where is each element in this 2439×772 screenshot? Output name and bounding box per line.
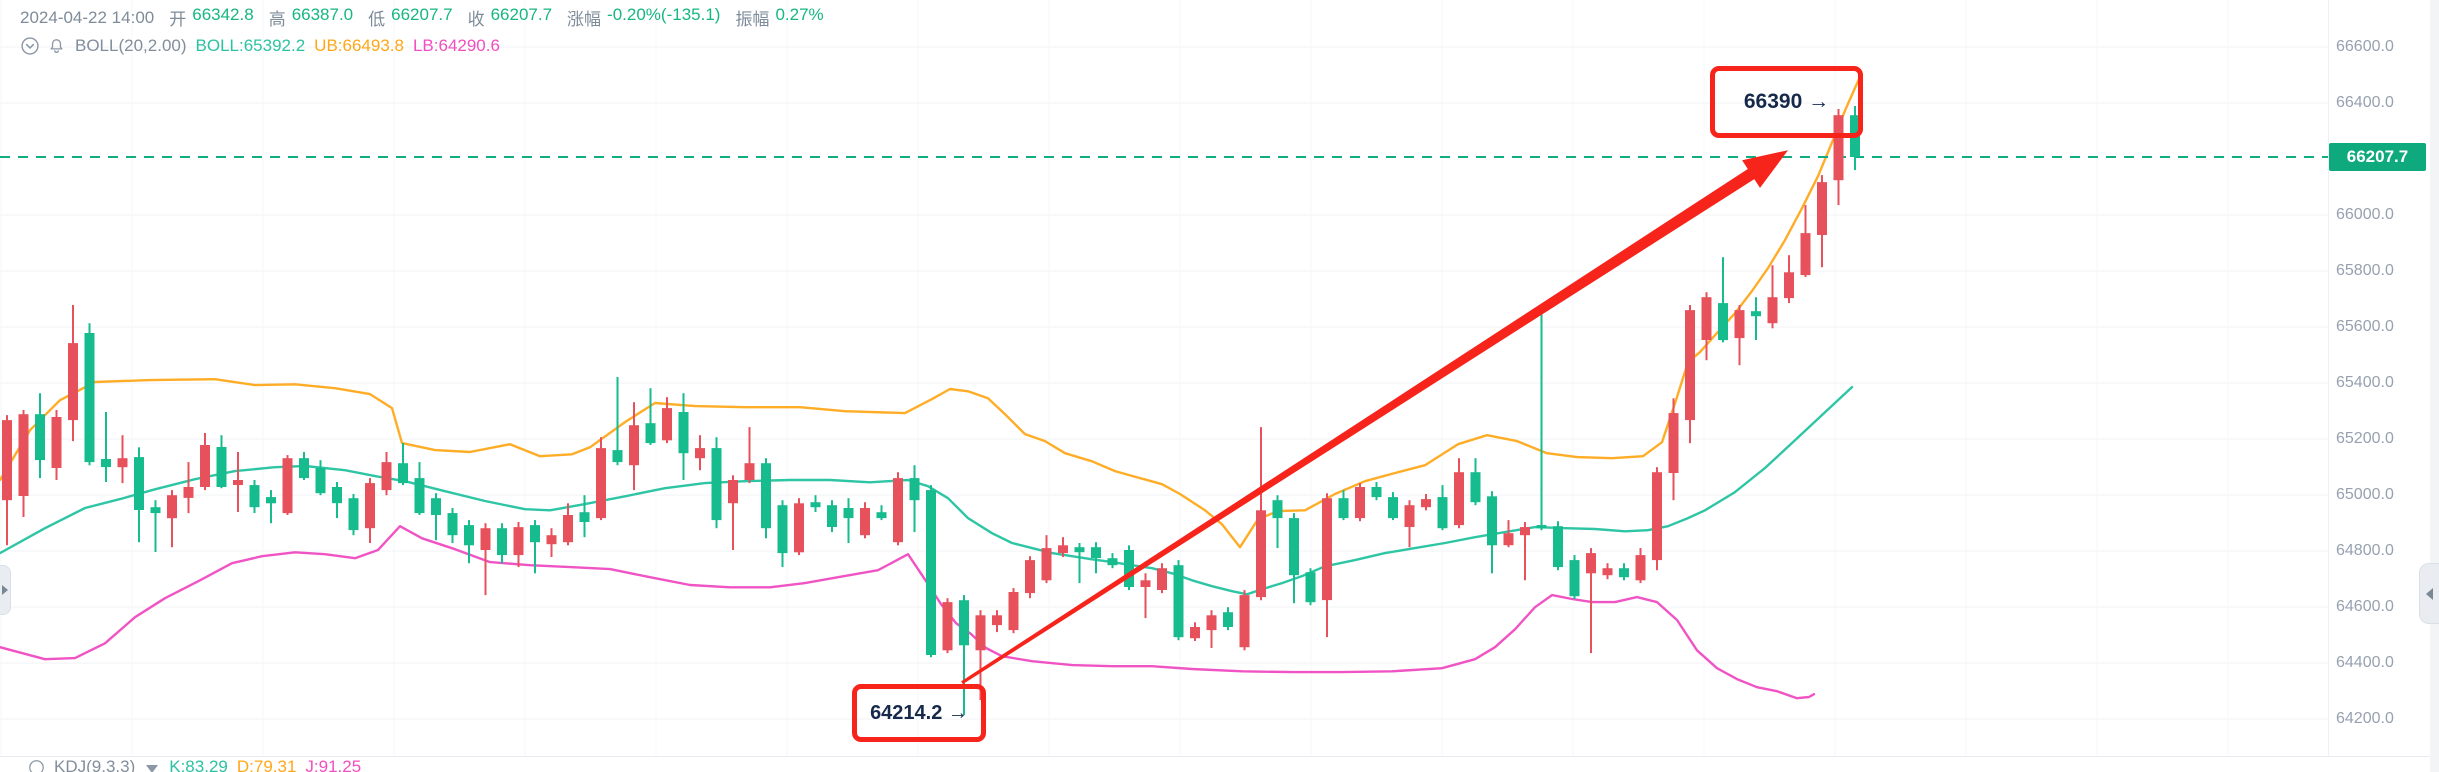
axis-label: 66000.0 — [2336, 206, 2394, 224]
close-label: 收 — [467, 10, 485, 29]
axis-label: 64400.0 — [2336, 654, 2394, 672]
axis-label: 66600.0 — [2336, 38, 2394, 56]
collapse-panel-right-button[interactable] — [2419, 563, 2439, 624]
axis-label: 64600.0 — [2336, 598, 2394, 616]
annotation-low-text: 64214.2 → — [870, 701, 968, 724]
axis-label: 65800.0 — [2336, 262, 2394, 280]
amplitude-value: 0.27% — [775, 5, 824, 24]
triangle-left-icon — [2426, 587, 2433, 600]
annotation-low-box: 64214.2 → — [852, 684, 986, 742]
ohlc-header: 2024-04-22 14:00 开 66342.8 高 66387.0 低 6620… — [20, 5, 824, 30]
boll-mid-value: BOLL:65392.2 — [195, 36, 306, 55]
low-label: 低 — [368, 10, 386, 29]
change-label: 涨幅 — [567, 10, 602, 29]
close-value: 66207.7 — [490, 5, 553, 24]
annotation-high-text: 66390 → — [1743, 90, 1830, 113]
open-label: 开 — [169, 10, 187, 29]
axis-separator — [2328, 0, 2329, 756]
boll-lower-value: LB:64290.6 — [412, 36, 500, 55]
annotation-high-box: 66390 → — [1710, 66, 1863, 138]
chevron-down-icon[interactable] — [146, 765, 159, 772]
current-price-badge: 66207.7 — [2329, 143, 2426, 171]
axis-label: 64800.0 — [2336, 542, 2394, 560]
datetime-label: 2024-04-22 14:00 — [20, 7, 155, 27]
low-value: 66207.7 — [391, 5, 453, 24]
boll-upper-value: UB:66493.8 — [314, 36, 404, 55]
alert-bell-icon[interactable] — [47, 37, 66, 56]
kdj-d-value: D:79.31 — [236, 757, 297, 772]
triangle-right-icon — [2, 585, 8, 595]
expand-panel-left-button[interactable] — [0, 565, 11, 615]
axis-label: 64200.0 — [2336, 710, 2394, 728]
kdj-indicator-bar: KDJ(9,3,3) K:83.29 D:79.31 J:91.25 — [28, 757, 361, 772]
axis-label: 65600.0 — [2336, 318, 2394, 336]
high-value: 66387.0 — [291, 5, 354, 24]
axis-label: 65400.0 — [2336, 374, 2394, 392]
high-label: 高 — [268, 10, 286, 29]
boll-settings[interactable]: BOLL(20,2.00) — [75, 36, 187, 55]
kdj-settings[interactable]: KDJ(9,3,3) — [54, 757, 136, 772]
kdj-k-value: K:83.29 — [169, 757, 228, 772]
axis-label: 65000.0 — [2336, 486, 2394, 504]
kdj-j-value: J:91.25 — [305, 757, 362, 772]
collapse-circle-icon[interactable] — [20, 36, 40, 56]
axis-label: 66400.0 — [2336, 94, 2394, 112]
change-value: -0.20%(-135.1) — [607, 5, 721, 24]
indicator-bar: BOLL(20,2.00) BOLL:65392.2 UB:66493.8 LB… — [20, 36, 500, 56]
scrollbar[interactable] — [2430, 0, 2439, 772]
kdj-circle-icon[interactable] — [28, 759, 45, 772]
amplitude-label: 振幅 — [735, 10, 770, 29]
pane-divider — [0, 756, 2439, 757]
axis-label: 65200.0 — [2336, 430, 2394, 448]
open-value: 66342.8 — [192, 5, 254, 24]
